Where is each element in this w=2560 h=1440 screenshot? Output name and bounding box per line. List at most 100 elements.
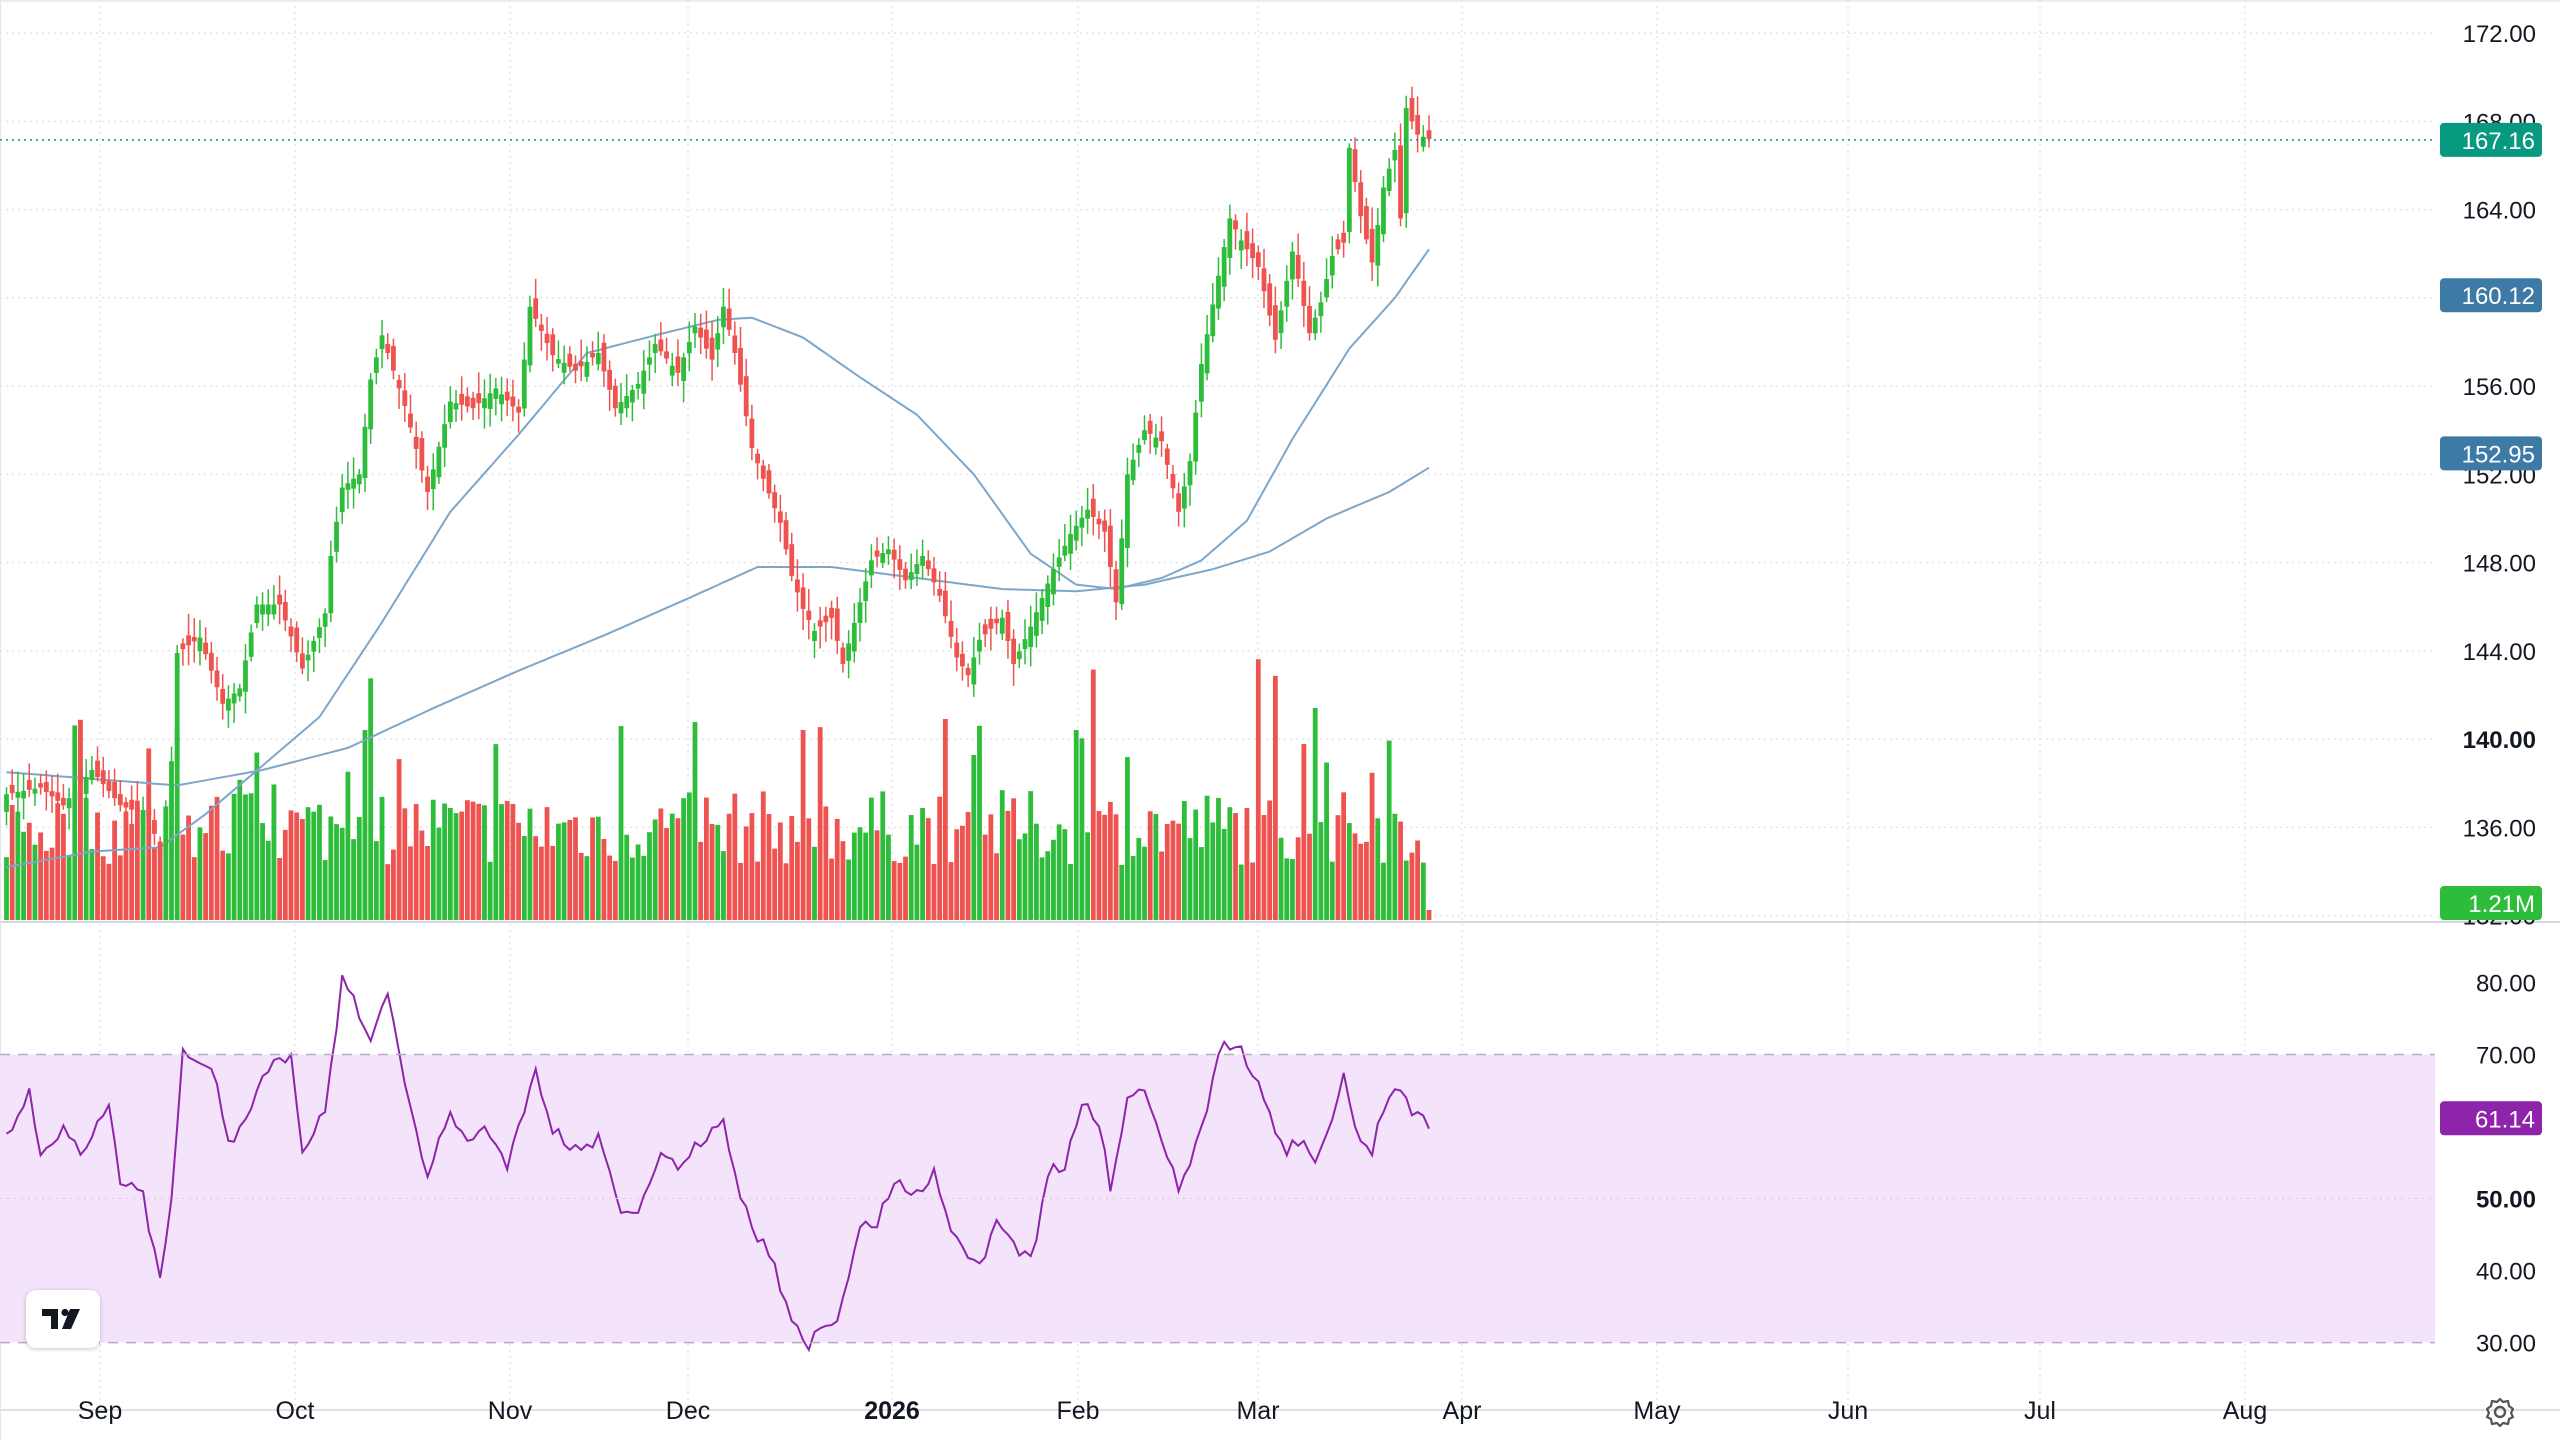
volume-bar — [783, 863, 789, 920]
volume-bar — [55, 803, 61, 920]
candle-body — [880, 553, 886, 563]
candle-body — [1159, 431, 1164, 442]
volume-bar — [243, 794, 248, 920]
volume-bar — [294, 812, 300, 920]
volume-badge-box — [2440, 886, 2542, 920]
candle-body — [681, 357, 687, 381]
volume-bar — [1045, 851, 1051, 920]
candle-body — [277, 594, 283, 605]
candle-body — [1369, 228, 1375, 263]
volume-bar — [1079, 738, 1085, 920]
price-tick-label: 172.00 — [2463, 21, 2536, 48]
time-axis-label: Mar — [1236, 1397, 1279, 1425]
candle-body — [1085, 509, 1090, 519]
volume-bar — [942, 718, 948, 920]
volume-bar — [607, 855, 613, 920]
candle-body — [299, 653, 305, 669]
candle-body — [328, 555, 334, 614]
volume-bar — [186, 815, 191, 920]
candle-body — [1244, 231, 1250, 250]
volume-bar — [317, 804, 322, 920]
candle-body — [1346, 147, 1352, 232]
candle-body — [948, 620, 954, 637]
candle-body — [339, 487, 345, 513]
volume-bar — [829, 858, 834, 920]
candle-body — [83, 777, 89, 794]
volume-bar — [1062, 829, 1068, 920]
candle-body — [573, 363, 578, 371]
volume-bar — [777, 822, 783, 920]
volume-bar — [66, 856, 72, 920]
candle-body — [601, 342, 607, 372]
last-price-badge-box — [2440, 122, 2542, 157]
rsi-tick-label: 80.00 — [2476, 970, 2536, 997]
volume-bar — [299, 818, 305, 920]
volume-bar — [117, 855, 123, 920]
candle-body — [470, 397, 476, 409]
volume-bar — [834, 818, 840, 920]
volume-bar — [908, 815, 914, 920]
candle-body — [9, 784, 15, 794]
candle-body — [1125, 474, 1130, 549]
settings-gear-icon[interactable] — [2480, 1392, 2520, 1432]
candle-body — [1398, 145, 1403, 219]
volume-bar — [1244, 808, 1250, 920]
volume-bar — [1267, 800, 1273, 920]
candle-body — [561, 362, 567, 373]
candle-body — [1102, 520, 1108, 532]
candle-body — [897, 559, 903, 570]
volume-bar — [863, 832, 869, 920]
candle-body — [1329, 255, 1335, 276]
volume-bar — [1392, 813, 1398, 920]
volume-bar — [760, 791, 766, 920]
volume-bar — [1426, 910, 1432, 920]
price-tick-label: 144.00 — [2463, 639, 2536, 666]
candle-body — [95, 760, 100, 778]
volume-bar — [1170, 820, 1176, 920]
candle-body — [1130, 459, 1136, 481]
volume-bar — [152, 848, 157, 920]
candle-body — [1426, 130, 1432, 139]
candle-body — [834, 608, 840, 641]
candle-body — [982, 624, 988, 635]
candle-body — [1375, 225, 1381, 266]
time-axis-label: May — [1633, 1397, 1681, 1425]
candle-body — [163, 806, 169, 857]
candle-body — [1193, 412, 1199, 462]
candle-body — [994, 618, 999, 624]
candle-body — [1272, 305, 1278, 340]
candle-body — [925, 560, 931, 570]
volume-bar — [931, 863, 937, 920]
candle-body — [197, 637, 203, 652]
candle-body — [32, 788, 38, 794]
volume-bar — [1039, 857, 1045, 920]
candle-body — [487, 393, 493, 410]
volume-bar — [1176, 823, 1182, 920]
volume-bar — [886, 834, 891, 920]
tradingview-logo[interactable] — [26, 1290, 100, 1348]
candle-body — [1255, 252, 1261, 267]
volume-bar — [1369, 772, 1375, 920]
candle-body — [260, 604, 265, 615]
candle-body — [1216, 275, 1221, 309]
volume-bar — [527, 808, 533, 920]
candle-body — [1068, 533, 1073, 554]
ma-fast-badge-box — [2440, 278, 2542, 313]
candle-body — [595, 352, 601, 365]
volume-bar — [385, 864, 391, 920]
candle-body — [630, 389, 635, 403]
candle-body — [368, 379, 374, 430]
volume-bar — [408, 846, 413, 920]
candle-body — [317, 627, 322, 638]
candle-body — [129, 799, 135, 810]
volume-bar — [573, 817, 578, 920]
rsi-tick-label: 50.00 — [2476, 1187, 2536, 1214]
candle-body — [960, 653, 965, 667]
candle-body — [106, 781, 112, 792]
volume-bar — [857, 827, 863, 920]
volume-bar — [800, 730, 806, 920]
volume-bar — [1420, 862, 1426, 920]
candle-body — [914, 564, 920, 574]
candle-body — [203, 642, 209, 655]
